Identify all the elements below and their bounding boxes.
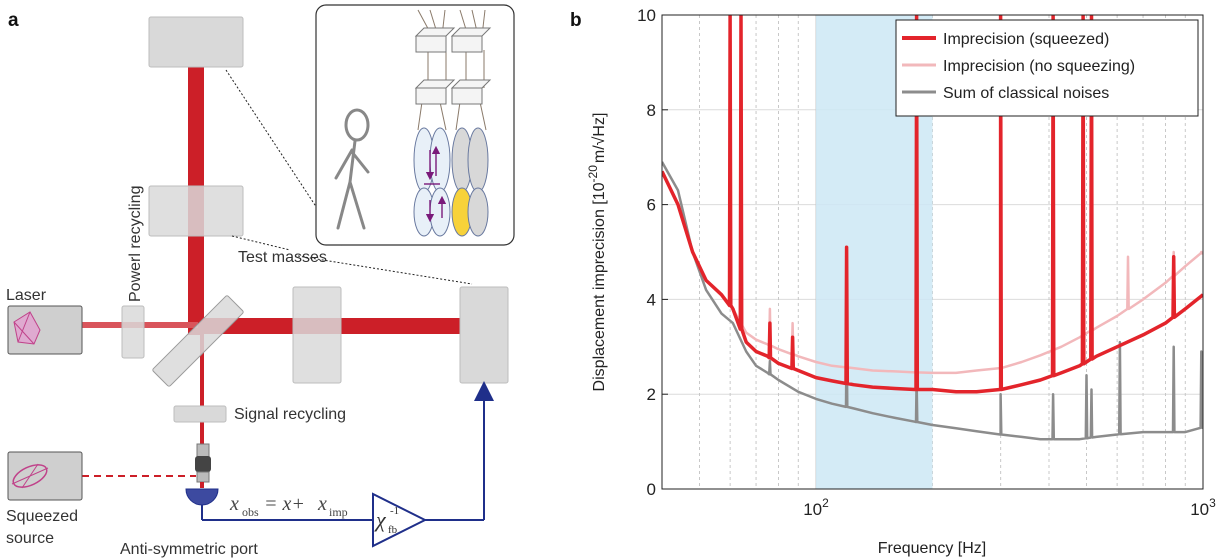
y-tick-label: 10: [637, 6, 656, 25]
series-line-2: [662, 161, 1203, 441]
laser-label: Laser: [6, 287, 47, 304]
x-axis-label: Frequency [Hz]: [878, 540, 986, 557]
output-beam: [200, 326, 204, 448]
svg-text:Displacement imprecision [10-2: Displacement imprecision [10-20m/√Hz]: [586, 113, 608, 392]
power-recycling-mirror: [121, 305, 145, 359]
signal-recycling-label: Signal recycling: [234, 406, 346, 423]
svg-text:x: x: [229, 493, 239, 515]
suspension-inset: [315, 4, 515, 246]
signal-recycling-mirror: [173, 405, 227, 423]
svg-text:imp: imp: [329, 505, 348, 519]
observed-position-formula: x obs = x+ x imp: [229, 493, 348, 519]
input-test-mass-north: [148, 185, 244, 237]
squeezed-ellipse-icon: [11, 463, 49, 489]
suspended-mirrors: [413, 127, 489, 237]
panel-b-label: b: [570, 10, 582, 31]
svg-text:x: x: [317, 493, 327, 515]
panel-b: b 0 2 4 6 8 10 102 103 Frequency [Hz] Displacem…: [570, 6, 1216, 557]
y-tick-label: 4: [647, 290, 656, 309]
panel-a: a: [6, 4, 515, 558]
svg-text:-1: -1: [390, 505, 399, 517]
power-recycling-label: Powerl recycling: [127, 186, 144, 302]
plot-legend: Imprecision (squeezed) Imprecision (no sq…: [895, 19, 1199, 117]
faraday-isolator-top: [196, 443, 210, 459]
squeezed-source-label-line1: Squeezed: [6, 508, 78, 525]
faraday-isolator-icon: [195, 456, 211, 472]
squeezed-source-label-line2: source: [6, 530, 54, 547]
y-tick-label: 2: [647, 385, 656, 404]
y-tick-label: 0: [647, 480, 656, 499]
panel-a-label: a: [8, 10, 19, 31]
end-test-mass-north: [148, 16, 244, 68]
plot-series: [662, 15, 1203, 441]
legend-entry: Imprecision (no squeezing): [943, 58, 1135, 75]
feedback-gain-label: χ -1 fb: [374, 505, 399, 536]
plot-ticks: 0 2 4 6 8 10 102 103: [637, 6, 1216, 519]
antisymmetric-port-label: Anti-symmetric port: [120, 541, 258, 558]
input-test-mass-east: [292, 286, 342, 384]
svg-text:fb: fb: [388, 524, 398, 536]
legend-entry: Imprecision (squeezed): [943, 31, 1109, 48]
series-line-0: [662, 15, 1203, 394]
laser-crystal-icon: [13, 311, 41, 345]
x-tick-label: 102: [803, 496, 829, 519]
y-tick-label: 8: [647, 101, 656, 120]
actuation-arrows: [424, 145, 447, 223]
test-mass-leaders: [225, 69, 473, 285]
person-icon: [334, 108, 370, 230]
svg-text:χ: χ: [374, 507, 387, 532]
x-tick-label: 103: [1190, 496, 1216, 519]
photodetector-icon: [185, 488, 219, 506]
suspension-blocks: [414, 27, 492, 105]
end-test-mass-east: [459, 286, 509, 384]
feedback-amplifier-icon: [372, 492, 428, 548]
beam-splitter: [152, 295, 244, 387]
test-masses-label: Test masses: [238, 249, 327, 266]
plot-frame: [661, 14, 1204, 490]
svg-text:= x+: = x+: [264, 493, 305, 515]
svg-text:obs: obs: [242, 505, 259, 519]
legend-entry: Sum of classical noises: [943, 85, 1109, 102]
output-beam-tail: [200, 482, 204, 488]
faraday-isolator-bottom: [196, 471, 210, 483]
y-axis-label: Displacement imprecision [10-20m/√Hz]: [586, 113, 608, 392]
y-tick-label: 6: [647, 196, 656, 215]
feedback-loop: [201, 381, 494, 548]
